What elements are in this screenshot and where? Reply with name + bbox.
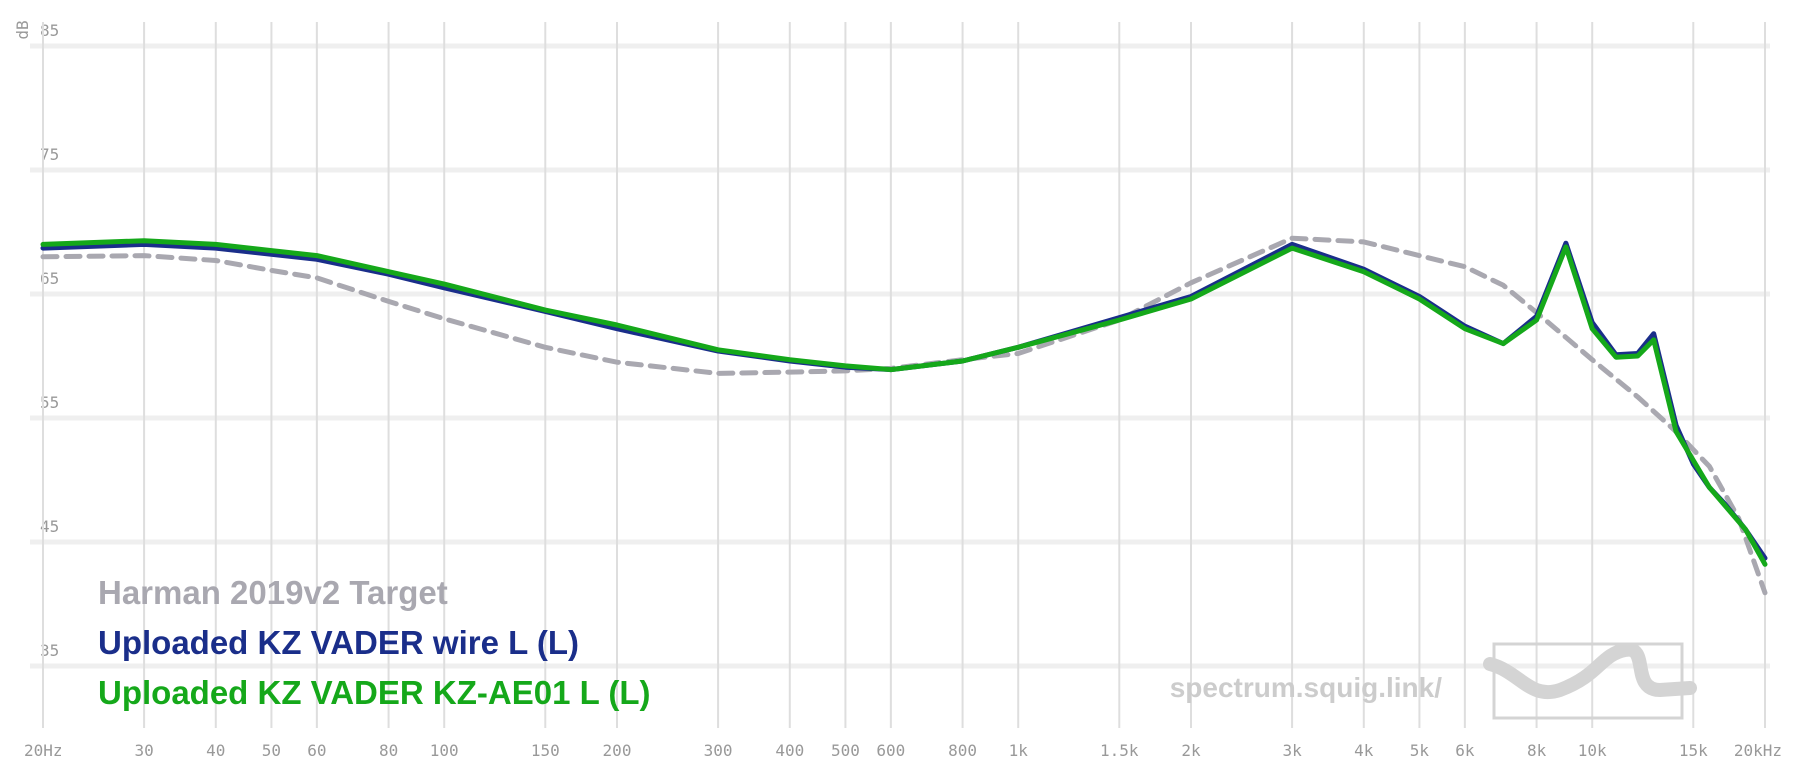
x-tick-label: 8k <box>1527 741 1547 760</box>
x-tick-label: 20kHz <box>1734 741 1782 760</box>
x-tick-label: 200 <box>603 741 632 760</box>
x-tick-label: 150 <box>531 741 560 760</box>
y-tick-label: 35 <box>40 641 59 660</box>
legend-entry: Uploaded KZ VADER wire L (L) <box>98 624 579 661</box>
y-tick-label: 45 <box>40 517 59 536</box>
x-tick-label: 30 <box>134 741 153 760</box>
watermark-logo <box>1483 642 1697 720</box>
series-line <box>40 240 1768 561</box>
y-tick-label: 65 <box>40 269 59 288</box>
series-line <box>40 238 1768 567</box>
x-tick-label: 40 <box>206 741 225 760</box>
y-tick-label: 85 <box>40 21 59 40</box>
legend-entry: Uploaded KZ VADER KZ-AE01 L (L) <box>98 674 650 711</box>
series-line <box>40 235 1768 596</box>
x-tick-label: 1k <box>1009 741 1029 760</box>
x-tick-label: 60 <box>307 741 326 760</box>
legend-entry: Harman 2019v2 Target <box>98 574 448 611</box>
x-tick-label: 4k <box>1354 741 1374 760</box>
x-tick-label: 5k <box>1410 741 1430 760</box>
x-tick-label: 50 <box>262 741 281 760</box>
x-tick-label: 80 <box>379 741 398 760</box>
x-tick-label: 6k <box>1455 741 1475 760</box>
x-tick-label: 20Hz <box>24 741 63 760</box>
x-tick-label: 1.5k <box>1100 741 1139 760</box>
x-tick-label: 400 <box>775 741 804 760</box>
y-tick-label: 55 <box>40 393 59 412</box>
watermark: spectrum.squig.link/ <box>1170 672 1442 703</box>
x-tick-label: 500 <box>831 741 860 760</box>
y-tick-label: 75 <box>40 145 59 164</box>
x-tick-label: 10k <box>1578 741 1607 760</box>
x-tick-label: 15k <box>1679 741 1708 760</box>
x-tick-label: 3k <box>1282 741 1302 760</box>
x-tick-label: 800 <box>948 741 977 760</box>
x-tick-label: 300 <box>704 741 733 760</box>
x-tick-label: 2k <box>1181 741 1201 760</box>
x-tick-label: 600 <box>876 741 905 760</box>
x-tick-label: 100 <box>430 741 459 760</box>
y-axis-label: dB <box>13 20 32 39</box>
